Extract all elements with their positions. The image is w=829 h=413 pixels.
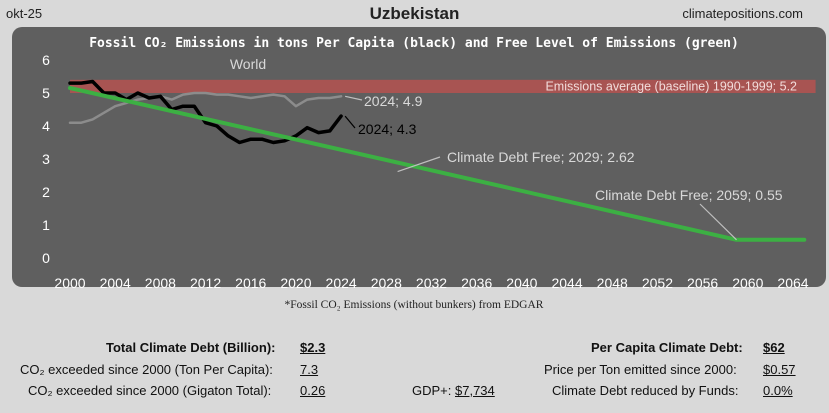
x-tick-label: 2060 <box>732 275 763 291</box>
x-tick-label: 2000 <box>54 275 85 291</box>
leader-line <box>344 95 363 101</box>
y-tick-label: 5 <box>42 85 50 101</box>
pc-debt-value: $62 <box>763 340 785 355</box>
total-debt-label: Total Climate Debt (Billion): <box>106 340 276 355</box>
x-tick-label: 2052 <box>642 275 673 291</box>
total-debt-value: $2.3 <box>300 340 326 355</box>
annotation-uzbekistan-2024: 2024; 4.3 <box>358 121 417 137</box>
x-tick-label: 2012 <box>190 275 221 291</box>
exceeded-gt-value: 0.26 <box>300 383 326 398</box>
x-tick-label: 2004 <box>100 275 131 291</box>
annotation-world: World <box>230 56 266 72</box>
gdp-label: GDP+: <box>412 383 452 398</box>
x-tick-label: 2032 <box>416 275 447 291</box>
x-tick-label: 2008 <box>145 275 176 291</box>
x-tick-label: 2056 <box>687 275 718 291</box>
leader-line <box>699 203 737 241</box>
gdp-value: $7,734 <box>455 383 495 398</box>
exceeded-pc-label: CO₂ exceeded since 2000 (Ton Per Capita)… <box>20 362 273 377</box>
site-name: climatepositions.com <box>682 6 803 21</box>
y-tick-label: 1 <box>42 217 50 233</box>
y-tick-label: 0 <box>42 250 50 266</box>
reduced-label: Climate Debt reduced by Funds: <box>552 383 739 398</box>
series-line-uzbekistan <box>68 79 343 145</box>
x-tick-label: 2040 <box>506 275 537 291</box>
plot-background <box>12 27 826 287</box>
y-tick-label: 2 <box>42 184 50 200</box>
pc-debt-label: Per Capita Climate Debt: <box>591 340 743 355</box>
x-tick-label: 2048 <box>597 275 628 291</box>
report-date: okt-25 <box>6 6 43 21</box>
annotation-world-2024: 2024; 4.9 <box>364 93 423 109</box>
y-tick-label: 4 <box>42 118 50 134</box>
exceeded-pc-value: 7.3 <box>300 362 319 377</box>
y-tick-label: 3 <box>42 151 50 167</box>
x-tick-label: 2036 <box>461 275 492 291</box>
x-tick-label: 2064 <box>777 275 808 291</box>
price-value: $0.57 <box>763 362 796 377</box>
baseline-label: Emissions average (baseline) 1990-1999; … <box>545 79 797 93</box>
baseline-band <box>70 79 816 93</box>
leader-line <box>397 156 441 173</box>
x-tick-label: 2028 <box>371 275 402 291</box>
emissions-chart: Fossil CO₂ Emissions in tons Per Capita … <box>12 27 826 311</box>
x-tick-label: 2020 <box>280 275 311 291</box>
exceeded-gt-label: CO₂ exceeded since 2000 (Gigaton Total): <box>28 383 272 398</box>
x-tick-label: 2016 <box>235 275 266 291</box>
leader-line <box>344 115 356 129</box>
x-tick-label: 2024 <box>326 275 357 291</box>
annotation-debt-free-2029: Climate Debt Free; 2029; 2.62 <box>447 149 635 165</box>
reduced-value: 0.0% <box>763 383 793 398</box>
x-tick-label: 2044 <box>551 275 582 291</box>
annotation-debt-free-2059: Climate Debt Free; 2059; 0.55 <box>595 187 783 203</box>
source-note: *Fossil CO₂ Emissions (without bunkers) … <box>285 299 544 311</box>
chart-title: Fossil CO₂ Emissions in tons Per Capita … <box>89 36 739 51</box>
price-label: Price per Ton emitted since 2000: <box>544 362 737 377</box>
y-tick-label: 6 <box>42 52 50 68</box>
country-title: Uzbekistan <box>369 4 460 23</box>
series-line-world <box>68 91 343 124</box>
